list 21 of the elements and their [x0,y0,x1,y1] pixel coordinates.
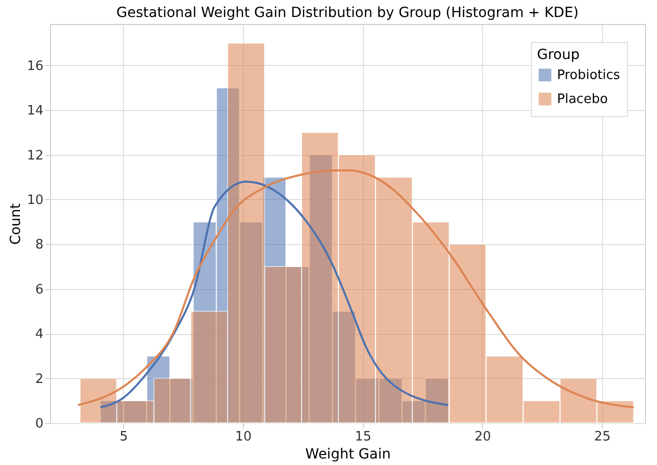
legend-label: Probiotics [557,68,620,83]
y-tick-label: 14 [26,104,44,119]
legend-label: Placebo [557,92,608,107]
line-series [99,180,450,408]
y-tick-label: 0 [35,416,44,432]
y-tick-label: 10 [26,192,44,208]
x-tick-label: 25 [594,430,611,444]
x-tick-label: 20 [474,430,492,444]
y-tick-label: 2 [35,372,44,387]
x-tick-label: 10 [235,430,252,444]
y-axis-title: Count [8,202,24,245]
chart-title: Gestational Weight Gain Distribution by Group (Histogram + KDE) [116,5,579,21]
y-tick-label: 12 [26,148,44,164]
y-tick-label: 16 [26,58,44,74]
x-tick-label: 15 [354,430,372,444]
x-axis-title: Weight Gain [305,446,391,462]
y-tick-label: 6 [35,282,44,298]
x-tick-label: 5 [120,430,128,444]
y-tick-label: 8 [35,238,44,253]
legend-title: Group [537,47,580,63]
y-tick-label: 4 [35,327,44,342]
